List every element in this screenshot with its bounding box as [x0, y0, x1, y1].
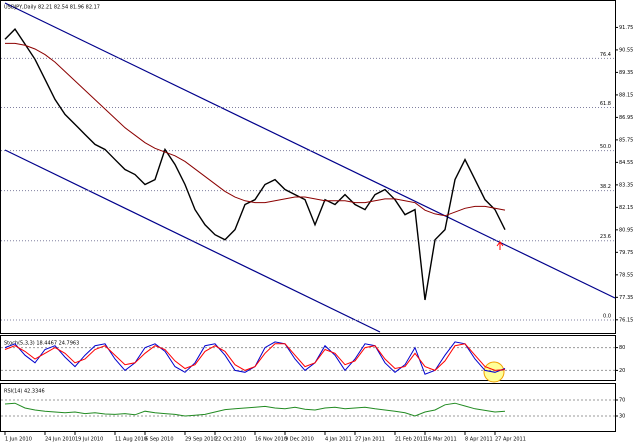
level-label: 61.8	[600, 101, 611, 107]
y-tick-label: 70	[619, 398, 625, 404]
series-line	[4, 343, 506, 371]
panel-title: Stoch(5,3,3) 18.4467 24.7963	[4, 341, 79, 347]
y-tick-label: 30	[619, 414, 625, 420]
x-tick-label: 27 Apr 2011	[495, 437, 526, 443]
level-label: 0.0	[603, 314, 611, 320]
y-tick-label: 86.95	[619, 115, 633, 121]
y-tick-label: 88.15	[619, 92, 633, 98]
y-tick-label: 89.35	[619, 70, 633, 76]
series-line	[4, 28, 506, 301]
y-tick-label: 91.75	[619, 25, 633, 31]
rsi-panel	[0, 383, 616, 432]
x-tick-label: 24 Jun 2010	[45, 437, 75, 443]
y-tick-label: 90.55	[619, 47, 633, 53]
level-label: 76.4	[600, 52, 611, 58]
x-tick-label: 11 Aug 2010	[115, 437, 147, 443]
y-tick-label: 85.75	[619, 137, 633, 143]
y-tick-label: 80.95	[619, 227, 633, 233]
level-label: 38.2	[600, 184, 611, 190]
x-tick-label: 22 Oct 2010	[215, 437, 246, 443]
channel-lower	[4, 149, 381, 333]
x-tick-label: 8 Apr 2011	[465, 437, 493, 443]
x-tick-label: 16 Mar 2011	[425, 437, 457, 443]
x-tick-label: 27 Jan 2011	[355, 437, 385, 443]
x-tick-label: 19 Jul 2010	[75, 437, 103, 443]
x-tick-label: 4 Jan 2011	[325, 437, 352, 443]
panel-title: RSI(14) 42.3346	[4, 389, 45, 395]
stoch-panel	[0, 335, 616, 381]
y-tick-label: 77.35	[619, 295, 633, 301]
level-label: 50.0	[600, 144, 611, 150]
arrow	[496, 241, 504, 250]
x-tick-label: 29 Sep 2010	[185, 437, 217, 443]
y-tick-label: 76.15	[619, 317, 633, 323]
y-tick-label: 78.55	[619, 272, 633, 278]
x-tick-label: 6 Sep 2010	[145, 437, 174, 443]
y-tick-label: 82.15	[619, 205, 633, 211]
y-tick-label: 79.75	[619, 250, 633, 256]
x-tick-label: 21 Feb 2011	[395, 437, 426, 443]
x-tick-label: 1 Jun 2010	[5, 437, 32, 443]
y-tick-label: 20	[619, 368, 625, 374]
series-line	[5, 42, 506, 217]
price-panel	[0, 0, 616, 334]
level-label: 23.6	[600, 234, 611, 240]
y-tick-label: 83.35	[619, 182, 633, 188]
panel-title: USDJPY,Daily 82.21 82.54 81.96 82.17	[4, 5, 100, 11]
x-tick-label: 16 Nov 2010	[255, 437, 287, 443]
y-tick-label: 84.55	[619, 160, 633, 166]
series-line	[4, 402, 506, 417]
x-tick-label: 9 Dec 2010	[285, 437, 314, 443]
y-tick-label: 80	[619, 345, 625, 351]
